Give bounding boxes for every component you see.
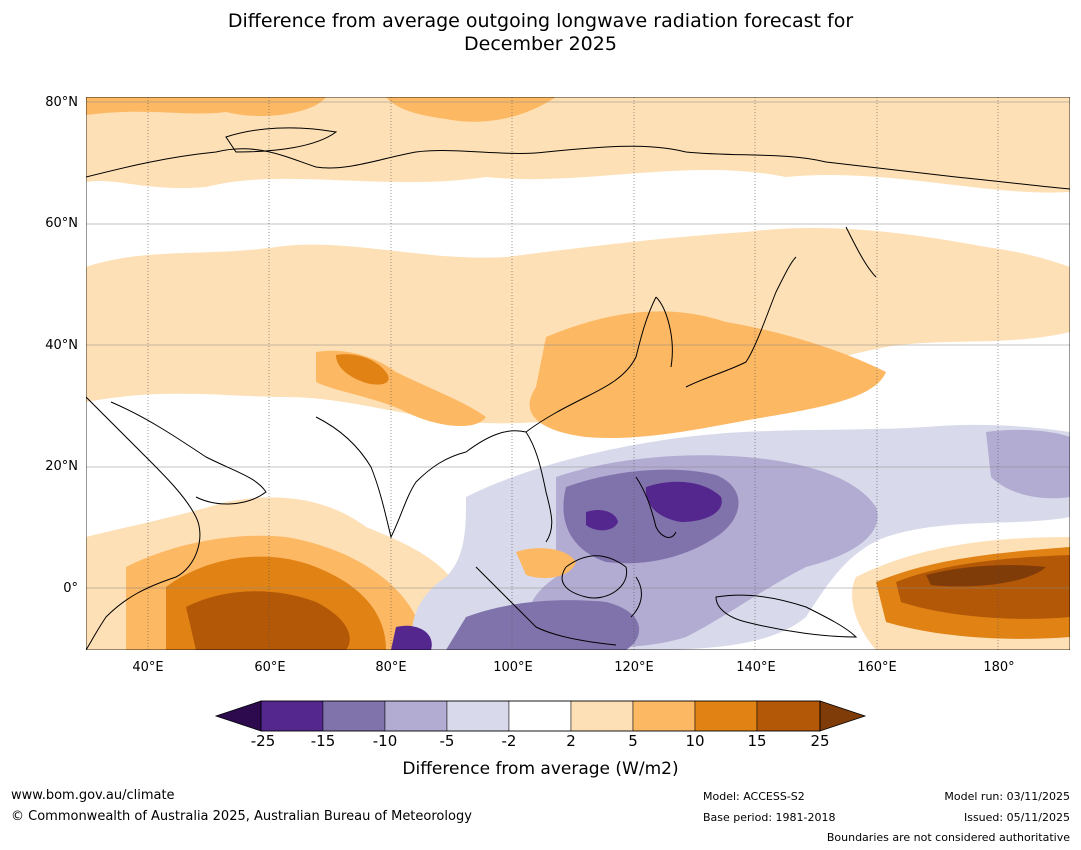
colorbar-tick-label: 2: [566, 732, 576, 750]
shade-himalaya-dark: [336, 354, 389, 385]
lon-label-180: 180°: [983, 660, 1015, 675]
meridians: [147, 97, 999, 650]
lon-label-100e: 100°E: [493, 660, 533, 675]
shade-indonesia-purple: [446, 600, 640, 650]
shade-pacific-darkest: [926, 565, 1046, 587]
shade-china-orange: [529, 311, 886, 438]
colorbar-title: Difference from average (W/m2): [402, 759, 679, 779]
colorbar-extend-high: [819, 700, 867, 732]
colorbar: [214, 700, 867, 732]
colorbar-bin-6: [570, 700, 634, 732]
footer-disclaimer: Boundaries are not considered authoritat…: [826, 831, 1070, 844]
colorbar-tick-label: 10: [685, 732, 705, 750]
lon-label-60e: 60°E: [254, 660, 286, 675]
gridlines: [86, 101, 1070, 589]
lat-label-40n: 40°N: [45, 338, 78, 353]
footer-copyright: © Commonwealth of Australia 2025, Austra…: [11, 809, 472, 824]
colorbar-bin-8: [694, 700, 758, 732]
shade-borneo-orange: [516, 548, 576, 579]
lon-label-40e: 40°E: [132, 660, 164, 675]
colorbar-bin-1: [260, 700, 324, 732]
lat-label-0: 0°: [63, 581, 78, 596]
footer-issued: Issued: 05/11/2025: [963, 811, 1070, 824]
colorbar-bin-7: [632, 700, 696, 732]
map-title-line2: December 2025: [464, 33, 617, 55]
colorbar-bin-2: [322, 700, 386, 732]
anomaly-shading: [86, 97, 1070, 650]
colorbar-tick-label: -25: [250, 732, 276, 750]
lon-label-120e: 120°E: [614, 660, 654, 675]
colorbar-tick-label: 15: [747, 732, 767, 750]
lon-label-160e: 160°E: [857, 660, 897, 675]
footer-model-run: Model run: 03/11/2025: [944, 790, 1070, 803]
colorbar-tick-label: -15: [310, 732, 336, 750]
shade-maritime-dark-purple: [645, 481, 722, 522]
map-title-line1: Difference from average outgoing longwav…: [227, 10, 854, 32]
shade-indian-brown: [186, 591, 350, 650]
lat-label-60n: 60°N: [45, 216, 78, 231]
colorbar-tick-label: -5: [439, 732, 455, 750]
colorbar-bin-9: [756, 700, 821, 732]
colorbar-tick-label: 25: [810, 732, 830, 750]
colorbar-extend-low: [214, 700, 262, 732]
lon-label-80e: 80°E: [375, 660, 407, 675]
shade-arctic-light-orange: [86, 97, 1070, 193]
colorbar-bin-4: [446, 700, 510, 732]
lat-label-80n: 80°N: [45, 95, 78, 110]
lon-label-140e: 140°E: [736, 660, 776, 675]
olr-anomaly-map: [86, 97, 1070, 650]
shade-sumatra-dark-purple: [391, 625, 432, 650]
shade-arctic-orange-2: [386, 97, 556, 122]
shade-maritime-dark-purple-2: [586, 510, 618, 531]
colorbar-tick-label: 5: [628, 732, 638, 750]
footer-url[interactable]: www.bom.gov.au/climate: [11, 788, 175, 803]
footer-model: Model: ACCESS-S2: [703, 790, 805, 803]
lat-label-20n: 20°N: [45, 459, 78, 474]
colorbar-tick-label: -10: [372, 732, 398, 750]
colorbar-outline: [260, 700, 821, 732]
colorbar-tick-label: -2: [501, 732, 517, 750]
shade-pacific-north-purple: [986, 429, 1070, 499]
coastlines: [86, 127, 1070, 650]
colorbar-bin-5: [508, 700, 572, 732]
footer-base-period: Base period: 1981-2018: [703, 811, 836, 824]
colorbar-bin-3: [384, 700, 448, 732]
